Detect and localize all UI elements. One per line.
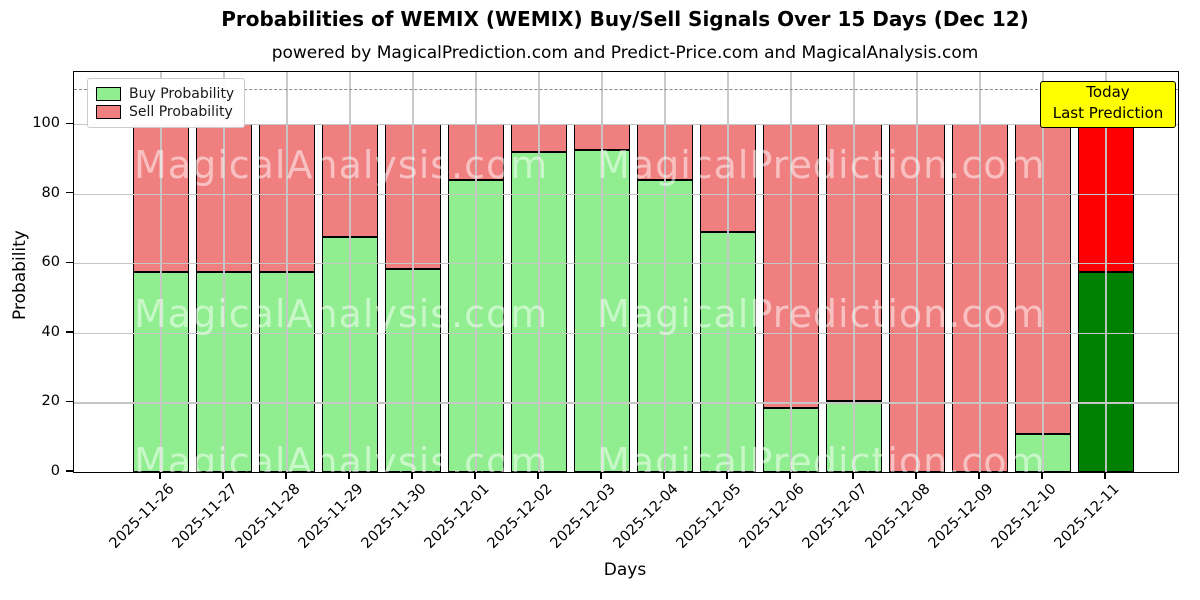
buy-color-swatch (96, 87, 121, 101)
x-tick-mark (1041, 472, 1043, 479)
today-annotation-line2: Last Prediction (1052, 104, 1164, 122)
h-gridline (74, 263, 1178, 265)
x-tick-label-2025-11-27: 2025-11-27 (169, 481, 241, 552)
v-gridline (1042, 72, 1044, 472)
v-gridline (1105, 72, 1107, 472)
x-tick-label-2025-12-05: 2025-12-05 (673, 481, 745, 552)
y-tick-label: 100 (32, 115, 60, 132)
v-gridline (601, 72, 603, 472)
x-tick-label-2025-12-10: 2025-12-10 (988, 481, 1060, 552)
y-axis-label: Probability (10, 230, 30, 320)
chart-title: Probabilities of WEMIX (WEMIX) Buy/Sell … (221, 7, 1029, 31)
watermark-text: MagicalPrediction.com (597, 440, 1046, 473)
x-tick-label-2025-11-26: 2025-11-26 (106, 481, 178, 552)
x-tick-label-2025-12-09: 2025-12-09 (925, 481, 997, 552)
legend-item-sell: Sell Probability (96, 104, 234, 120)
x-tick-mark (1104, 472, 1106, 479)
v-gridline (475, 72, 477, 472)
y-tick-mark (66, 122, 73, 124)
x-tick-mark (726, 472, 728, 479)
y-tick-label: 20 (41, 393, 60, 410)
x-tick-label-2025-12-07: 2025-12-07 (799, 481, 871, 552)
v-gridline (790, 72, 792, 472)
x-tick-mark (852, 472, 854, 479)
h-gridline (74, 402, 1178, 404)
x-tick-label-2025-12-04: 2025-12-04 (610, 481, 682, 552)
x-tick-mark (789, 472, 791, 479)
x-tick-label-2025-12-03: 2025-12-03 (547, 481, 619, 552)
x-tick-mark (915, 472, 917, 479)
v-gridline (664, 72, 666, 472)
v-gridline (160, 72, 162, 472)
y-tick-label: 80 (41, 184, 60, 201)
x-tick-mark (978, 472, 980, 479)
watermark-text: MagicalPrediction.com (597, 143, 1046, 187)
x-tick-mark (222, 472, 224, 479)
x-tick-mark (411, 472, 413, 479)
legend-item-buy: Buy Probability (96, 86, 234, 102)
legend-label-buy: Buy Probability (129, 86, 235, 102)
x-tick-label-2025-12-02: 2025-12-02 (484, 481, 556, 552)
v-gridline (916, 72, 918, 472)
y-tick-mark (66, 192, 73, 194)
sell-color-swatch (96, 105, 121, 119)
y-tick-mark (66, 400, 73, 403)
x-tick-label-2025-12-06: 2025-12-06 (736, 481, 808, 552)
today-annotation: Today Last Prediction (1040, 81, 1176, 128)
y-tick-label: 0 (50, 463, 60, 479)
x-axis-label: Days (603, 560, 647, 580)
y-tick-label: 40 (41, 323, 60, 340)
h-gridline (74, 193, 1178, 195)
chart-subtitle: powered by MagicalPrediction.com and Pre… (271, 43, 979, 63)
today-annotation-line1: Today (1086, 83, 1130, 101)
x-tick-label-2025-11-29: 2025-11-29 (295, 481, 367, 552)
v-gridline (538, 72, 540, 472)
y-tick-label: 60 (41, 254, 60, 271)
x-tick-label-2025-12-11: 2025-12-11 (1051, 481, 1123, 552)
watermark-text: MagicalPrediction.com (597, 292, 1046, 336)
v-gridline (286, 72, 288, 472)
y-tick-mark (66, 470, 73, 472)
x-tick-mark (600, 472, 602, 479)
v-gridline (412, 72, 414, 472)
legend: Buy Probability Sell Probability (87, 78, 246, 128)
v-gridline (349, 72, 351, 472)
x-tick-mark (663, 472, 665, 479)
legend-label-sell: Sell Probability (129, 104, 233, 120)
x-tick-mark (285, 472, 287, 479)
x-tick-label-2025-11-28: 2025-11-28 (232, 481, 304, 552)
v-gridline (223, 72, 225, 472)
x-tick-label-2025-12-01: 2025-12-01 (421, 481, 493, 552)
x-tick-mark (474, 472, 476, 479)
v-gridline (979, 72, 981, 472)
v-gridline (727, 72, 729, 472)
x-tick-mark (537, 472, 539, 479)
watermark-text: MagicalAnalysis.com (134, 292, 549, 336)
x-tick-mark (348, 472, 350, 479)
y-tick-mark (66, 261, 73, 263)
x-tick-label-2025-11-30: 2025-11-30 (358, 481, 430, 552)
h-gridline (74, 124, 1178, 126)
y-tick-mark (66, 331, 73, 333)
watermark-text: MagicalAnalysis.com (134, 143, 549, 187)
watermark-text: MagicalAnalysis.com (134, 440, 549, 473)
plot-area: Buy Probability Sell Probability Today L… (73, 71, 1179, 473)
h-gridline (74, 332, 1178, 335)
x-tick-label-2025-12-08: 2025-12-08 (862, 481, 934, 552)
x-tick-mark (159, 472, 161, 479)
dashed-threshold-line (74, 89, 1178, 91)
v-gridline (853, 72, 855, 472)
